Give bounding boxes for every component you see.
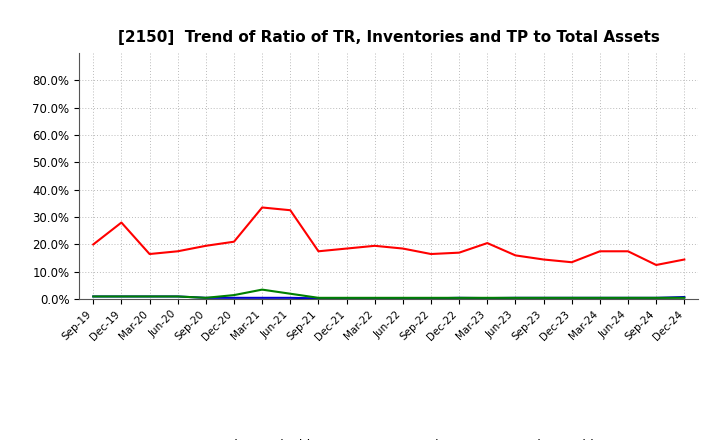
Trade Payables (455, 295, 464, 301)
Inventories (455, 295, 464, 301)
Trade Receivables (624, 249, 632, 254)
Trade Receivables (680, 257, 688, 262)
Trade Payables (399, 295, 408, 301)
Trade Receivables (145, 251, 154, 257)
Inventories (370, 296, 379, 301)
Trade Receivables (314, 249, 323, 254)
Inventories (342, 296, 351, 301)
Trade Payables (174, 294, 182, 299)
Trade Payables (483, 295, 492, 301)
Trade Payables (539, 295, 548, 301)
Line: Trade Payables: Trade Payables (94, 290, 684, 298)
Inventories (258, 295, 266, 301)
Inventories (595, 295, 604, 301)
Trade Receivables (511, 253, 520, 258)
Trade Payables (314, 295, 323, 301)
Trade Payables (427, 295, 436, 301)
Trade Payables (117, 294, 126, 299)
Inventories (652, 295, 660, 301)
Trade Receivables (174, 249, 182, 254)
Trade Payables (258, 287, 266, 292)
Line: Trade Receivables: Trade Receivables (94, 208, 684, 265)
Inventories (145, 294, 154, 299)
Trade Payables (145, 294, 154, 299)
Inventories (511, 295, 520, 301)
Title: [2150]  Trend of Ratio of TR, Inventories and TP to Total Assets: [2150] Trend of Ratio of TR, Inventories… (118, 29, 660, 45)
Trade Payables (202, 295, 210, 301)
Trade Receivables (595, 249, 604, 254)
Trade Payables (286, 291, 294, 297)
Inventories (230, 295, 238, 301)
Trade Receivables (202, 243, 210, 249)
Trade Payables (230, 293, 238, 298)
Inventories (117, 294, 126, 299)
Trade Receivables (286, 208, 294, 213)
Trade Receivables (483, 240, 492, 246)
Trade Receivables (567, 260, 576, 265)
Trade Receivables (652, 262, 660, 268)
Trade Receivables (455, 250, 464, 255)
Trade Payables (624, 295, 632, 301)
Trade Receivables (258, 205, 266, 210)
Trade Receivables (117, 220, 126, 225)
Trade Receivables (427, 251, 436, 257)
Inventories (539, 295, 548, 301)
Inventories (624, 295, 632, 301)
Inventories (680, 294, 688, 300)
Inventories (483, 296, 492, 301)
Trade Payables (652, 295, 660, 301)
Trade Payables (511, 295, 520, 301)
Inventories (314, 296, 323, 301)
Trade Payables (567, 295, 576, 301)
Trade Payables (89, 294, 98, 299)
Trade Receivables (399, 246, 408, 251)
Inventories (174, 294, 182, 299)
Trade Receivables (342, 246, 351, 251)
Inventories (567, 295, 576, 301)
Line: Inventories: Inventories (94, 297, 684, 298)
Trade Payables (342, 295, 351, 301)
Trade Receivables (89, 242, 98, 247)
Trade Receivables (230, 239, 238, 244)
Trade Payables (680, 295, 688, 301)
Inventories (286, 295, 294, 301)
Trade Payables (595, 295, 604, 301)
Inventories (427, 296, 436, 301)
Trade Payables (370, 295, 379, 301)
Trade Receivables (539, 257, 548, 262)
Trade Receivables (370, 243, 379, 249)
Legend: Trade Receivables, Inventories, Trade Payables: Trade Receivables, Inventories, Trade Pa… (164, 433, 613, 440)
Inventories (202, 295, 210, 301)
Inventories (89, 294, 98, 299)
Inventories (399, 296, 408, 301)
